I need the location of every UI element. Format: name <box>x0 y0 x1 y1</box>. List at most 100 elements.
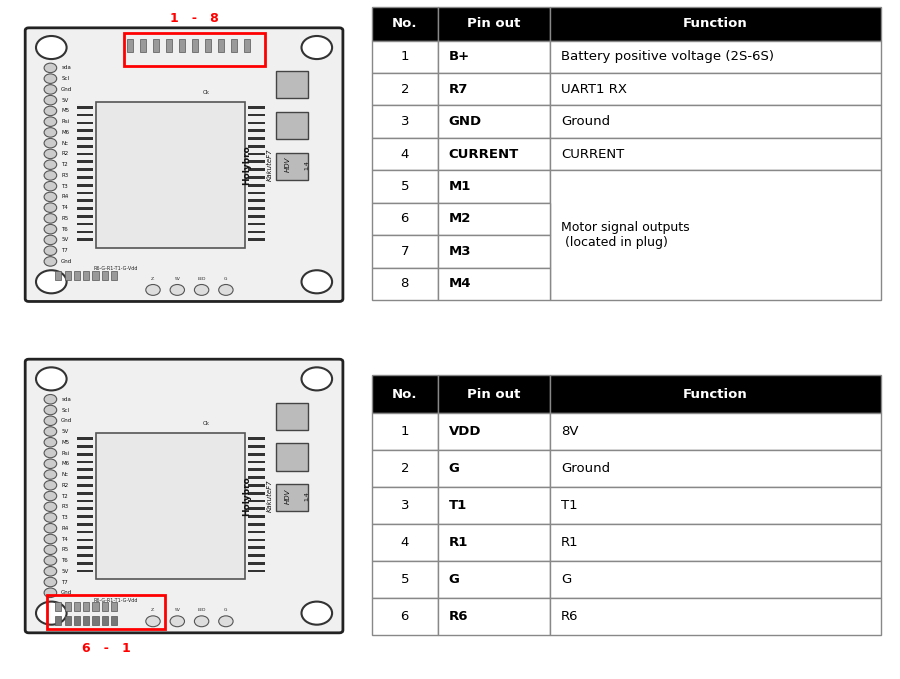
Bar <box>248 538 265 541</box>
Text: Pin out: Pin out <box>467 17 520 30</box>
Circle shape <box>44 170 57 180</box>
Circle shape <box>44 481 57 490</box>
Bar <box>76 106 93 109</box>
Bar <box>248 507 265 510</box>
Bar <box>248 570 265 572</box>
Text: Rsi: Rsi <box>61 119 69 124</box>
Bar <box>248 445 265 447</box>
Text: R6-G-R1-T1-G-Vdd: R6-G-R1-T1-G-Vdd <box>94 266 138 272</box>
Text: R5: R5 <box>61 547 68 552</box>
Text: T2: T2 <box>61 162 68 167</box>
Bar <box>76 484 93 487</box>
Bar <box>438 170 550 203</box>
Bar <box>248 531 265 534</box>
Text: R4: R4 <box>61 526 68 531</box>
Text: M1: M1 <box>449 180 471 193</box>
Circle shape <box>44 555 57 565</box>
Bar <box>372 105 438 138</box>
Bar <box>76 476 93 479</box>
Bar <box>76 445 93 447</box>
Text: sda: sda <box>61 65 71 71</box>
Text: M6: M6 <box>61 461 69 466</box>
Text: T1: T1 <box>449 499 467 512</box>
Circle shape <box>44 63 57 73</box>
Circle shape <box>36 36 67 59</box>
Bar <box>65 602 71 611</box>
Bar <box>76 547 93 549</box>
Bar <box>550 450 881 487</box>
Bar <box>76 122 93 124</box>
Bar <box>248 200 265 202</box>
Text: Nc: Nc <box>61 141 68 146</box>
Bar <box>248 106 265 109</box>
Bar <box>248 492 265 494</box>
Bar <box>76 238 93 241</box>
Bar <box>248 238 265 241</box>
Circle shape <box>36 602 67 625</box>
Circle shape <box>302 602 332 625</box>
Circle shape <box>44 139 57 148</box>
Bar <box>248 191 265 194</box>
Circle shape <box>302 367 332 390</box>
Text: R1: R1 <box>449 536 468 549</box>
Bar <box>248 145 265 147</box>
Bar <box>276 403 308 430</box>
Bar <box>248 562 265 565</box>
Bar <box>111 616 117 625</box>
FancyBboxPatch shape <box>25 359 343 633</box>
Text: 3: 3 <box>400 499 410 512</box>
Text: 5: 5 <box>400 573 410 586</box>
Bar <box>550 524 881 561</box>
Bar <box>231 39 238 52</box>
Bar <box>276 484 308 511</box>
Bar <box>372 561 438 598</box>
Text: LED: LED <box>197 608 206 612</box>
Bar <box>372 268 438 300</box>
Bar <box>83 616 89 625</box>
Circle shape <box>36 367 67 390</box>
Bar <box>248 554 265 557</box>
Text: HDV: HDV <box>285 157 291 172</box>
Text: R6-G-R1-T1-G-Vdd: R6-G-R1-T1-G-Vdd <box>94 598 138 603</box>
Circle shape <box>44 545 57 555</box>
Text: Nc: Nc <box>61 472 68 477</box>
Circle shape <box>170 285 184 295</box>
Text: Ground: Ground <box>561 115 610 128</box>
Text: R7: R7 <box>449 83 468 96</box>
Bar <box>248 153 265 155</box>
Circle shape <box>146 285 160 295</box>
Bar <box>276 112 308 139</box>
Text: Function: Function <box>683 17 748 30</box>
Bar <box>438 7 550 41</box>
Bar <box>550 561 881 598</box>
Bar <box>179 39 185 52</box>
Circle shape <box>44 448 57 458</box>
Bar <box>550 487 881 524</box>
Bar <box>102 271 108 280</box>
Circle shape <box>44 426 57 437</box>
Text: M3: M3 <box>449 245 472 258</box>
Text: T6: T6 <box>61 227 68 232</box>
Bar <box>248 129 265 132</box>
Bar <box>550 138 881 170</box>
Circle shape <box>44 106 57 115</box>
Bar <box>372 235 438 268</box>
Text: HDV: HDV <box>285 488 291 504</box>
Bar <box>550 598 881 635</box>
Bar <box>76 460 93 463</box>
Text: M6: M6 <box>61 130 69 135</box>
Bar <box>76 523 93 526</box>
Text: Z-: Z- <box>151 608 155 612</box>
Text: GND: GND <box>449 115 482 128</box>
Bar <box>205 39 212 52</box>
Text: R1: R1 <box>561 536 579 549</box>
Bar <box>550 413 881 450</box>
Bar <box>153 39 159 52</box>
Bar <box>248 223 265 225</box>
Bar <box>248 122 265 124</box>
Text: 2: 2 <box>400 83 410 96</box>
Text: KakuteF7: KakuteF7 <box>266 148 273 181</box>
Bar <box>76 215 93 218</box>
Circle shape <box>44 524 57 533</box>
Bar <box>76 223 93 225</box>
